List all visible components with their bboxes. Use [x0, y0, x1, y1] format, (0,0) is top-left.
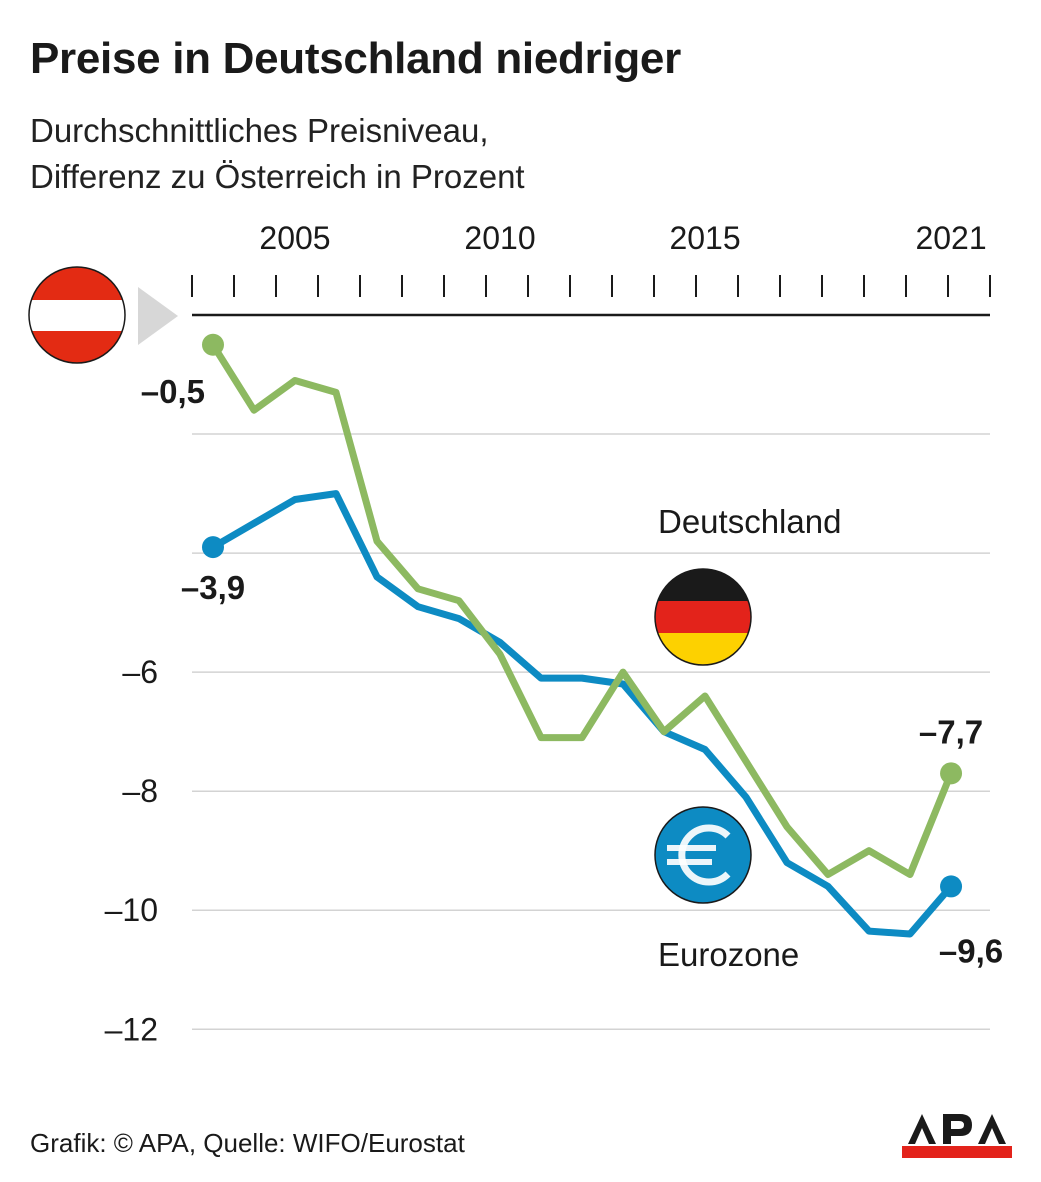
source-credit: Grafik: © APA, Quelle: WIFO/Eurostat	[30, 1128, 465, 1158]
start-point-deutschland	[202, 333, 224, 356]
data-label-deutschland-end: –7,7	[919, 713, 983, 750]
series-line-eurozone	[209, 490, 955, 938]
germany-flag-icon	[654, 568, 752, 666]
subtitle-line-1: Durchschnittliches Preisniveau,	[30, 112, 489, 149]
x-axis-labels: 2005 2010 2015 2021	[259, 220, 986, 256]
data-label-eurozone-start: –3,9	[181, 569, 245, 606]
chart-subtitle: Durchschnittliches Preisniveau, Differen…	[30, 108, 525, 200]
austria-flag-icon	[28, 266, 126, 364]
legend-deutschland: Deutschland	[658, 503, 841, 540]
subtitle-line-2: Differenz zu Österreich in Prozent	[30, 158, 525, 195]
series-lines	[202, 333, 963, 938]
data-label-deutschland-start: –0,5	[141, 373, 205, 410]
x-tick-label: 2015	[669, 220, 740, 256]
series-line-deutschland	[209, 341, 955, 878]
x-tick-label: 2021	[915, 220, 986, 256]
data-label-eurozone-end: –9,6	[939, 932, 1003, 969]
y-tick-label: –6	[122, 654, 158, 690]
y-tick-label: –10	[105, 892, 158, 928]
triangle-pointer-icon	[138, 287, 178, 345]
y-tick-label: –12	[105, 1011, 158, 1047]
chart-title: Preise in Deutschland niedriger	[30, 34, 681, 83]
x-tick-label: 2010	[464, 220, 535, 256]
x-tick-label: 2005	[259, 220, 330, 256]
legend-eurozone: Eurozone	[658, 936, 799, 973]
start-point-eurozone	[202, 536, 224, 559]
end-point-deutschland	[940, 762, 963, 785]
euro-icon	[654, 806, 752, 904]
apa-logo	[902, 1114, 1012, 1158]
grid-lines	[192, 433, 990, 1031]
y-axis-labels: –6 –8 –10 –12	[105, 654, 158, 1047]
y-tick-label: –8	[122, 773, 158, 809]
x-axis	[191, 275, 991, 317]
end-point-eurozone	[940, 875, 963, 898]
data-labels: –0,5 –7,7 –3,9 –9,6	[141, 373, 1003, 970]
